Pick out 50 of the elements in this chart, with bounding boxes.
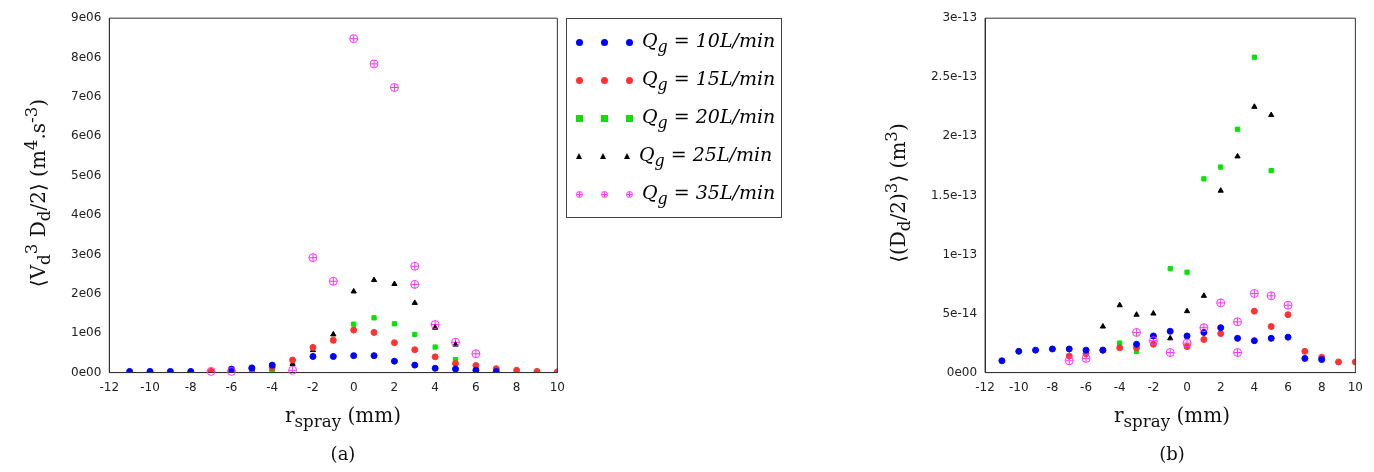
y-tick-label: 4e06: [70, 207, 102, 222]
y-tick-label: 0e00: [946, 364, 978, 379]
y-tick-label: 1.5e-13: [930, 187, 978, 202]
y-tick-label: 2.5e-13: [930, 69, 978, 84]
x-tick-label: -2: [1147, 379, 1160, 394]
x-axis-title: r$_{spray}$ (mm): [1114, 403, 1230, 431]
x-tick-label: 2: [390, 379, 399, 394]
y-tick-label: 1e-13: [942, 246, 978, 261]
x-tick-label: 4: [1250, 379, 1259, 394]
x-tick-label: 0: [349, 379, 358, 394]
x-tick-label: -4: [1113, 379, 1126, 394]
x-tick-label: 0: [1183, 379, 1191, 394]
text: (b): [1159, 443, 1185, 464]
y-tick-label: 8e06: [70, 49, 102, 64]
x-tick-label: 6: [1284, 379, 1292, 394]
x-tick-label: -2: [306, 379, 319, 394]
legend-label: Q$_{g}$ = 25L/min: [639, 142, 773, 170]
y-tick-label: 6e06: [70, 128, 102, 143]
text: (a): [330, 443, 356, 464]
legend-label: Q$_{g}$ = 15L/min: [642, 66, 776, 94]
y-tick-label: 5e06: [70, 167, 102, 182]
x-tick-label: 8: [512, 379, 521, 394]
y-tick-label: 5e-14: [942, 305, 978, 320]
x-axis-title: r$_{spray}$ (mm): [285, 403, 401, 431]
y-tick-label: 7e06: [70, 89, 102, 104]
x-tick-label: -10: [140, 379, 160, 394]
x-tick-label: 10: [1347, 379, 1364, 394]
y-tick-label: 0e00: [70, 364, 102, 379]
y-tick-label: 1e06: [70, 325, 102, 340]
y-tick-label: 3e06: [70, 246, 102, 261]
y-tick-label: 2e-13: [942, 128, 978, 143]
x-tick-label: 4: [431, 379, 439, 394]
x-tick-label: -10: [1008, 379, 1029, 394]
y-tick-label: 9e06: [70, 10, 102, 25]
y-tick-label: 2e06: [70, 285, 102, 300]
y-tick-label: 3e-13: [942, 10, 978, 25]
x-tick-label: -12: [99, 379, 120, 394]
x-tick-label: -12: [975, 379, 995, 394]
x-tick-label: -6: [1080, 379, 1093, 394]
x-tick-label: 6: [472, 379, 480, 394]
x-tick-label: -8: [184, 379, 197, 394]
x-tick-label: 8: [1317, 379, 1326, 394]
legend-label: Q$_{g}$ = 10L/min: [642, 28, 776, 56]
x-tick-label: -4: [266, 379, 279, 394]
x-tick-label: 2: [1216, 379, 1225, 394]
legend-label: Q$_{g}$ = 20L/min: [642, 104, 776, 132]
legend-label: Q$_{g}$ = 35L/min: [642, 180, 776, 208]
x-tick-label: 10: [549, 379, 566, 394]
x-tick-label: -6: [225, 379, 238, 394]
x-tick-label: -8: [1046, 379, 1059, 394]
